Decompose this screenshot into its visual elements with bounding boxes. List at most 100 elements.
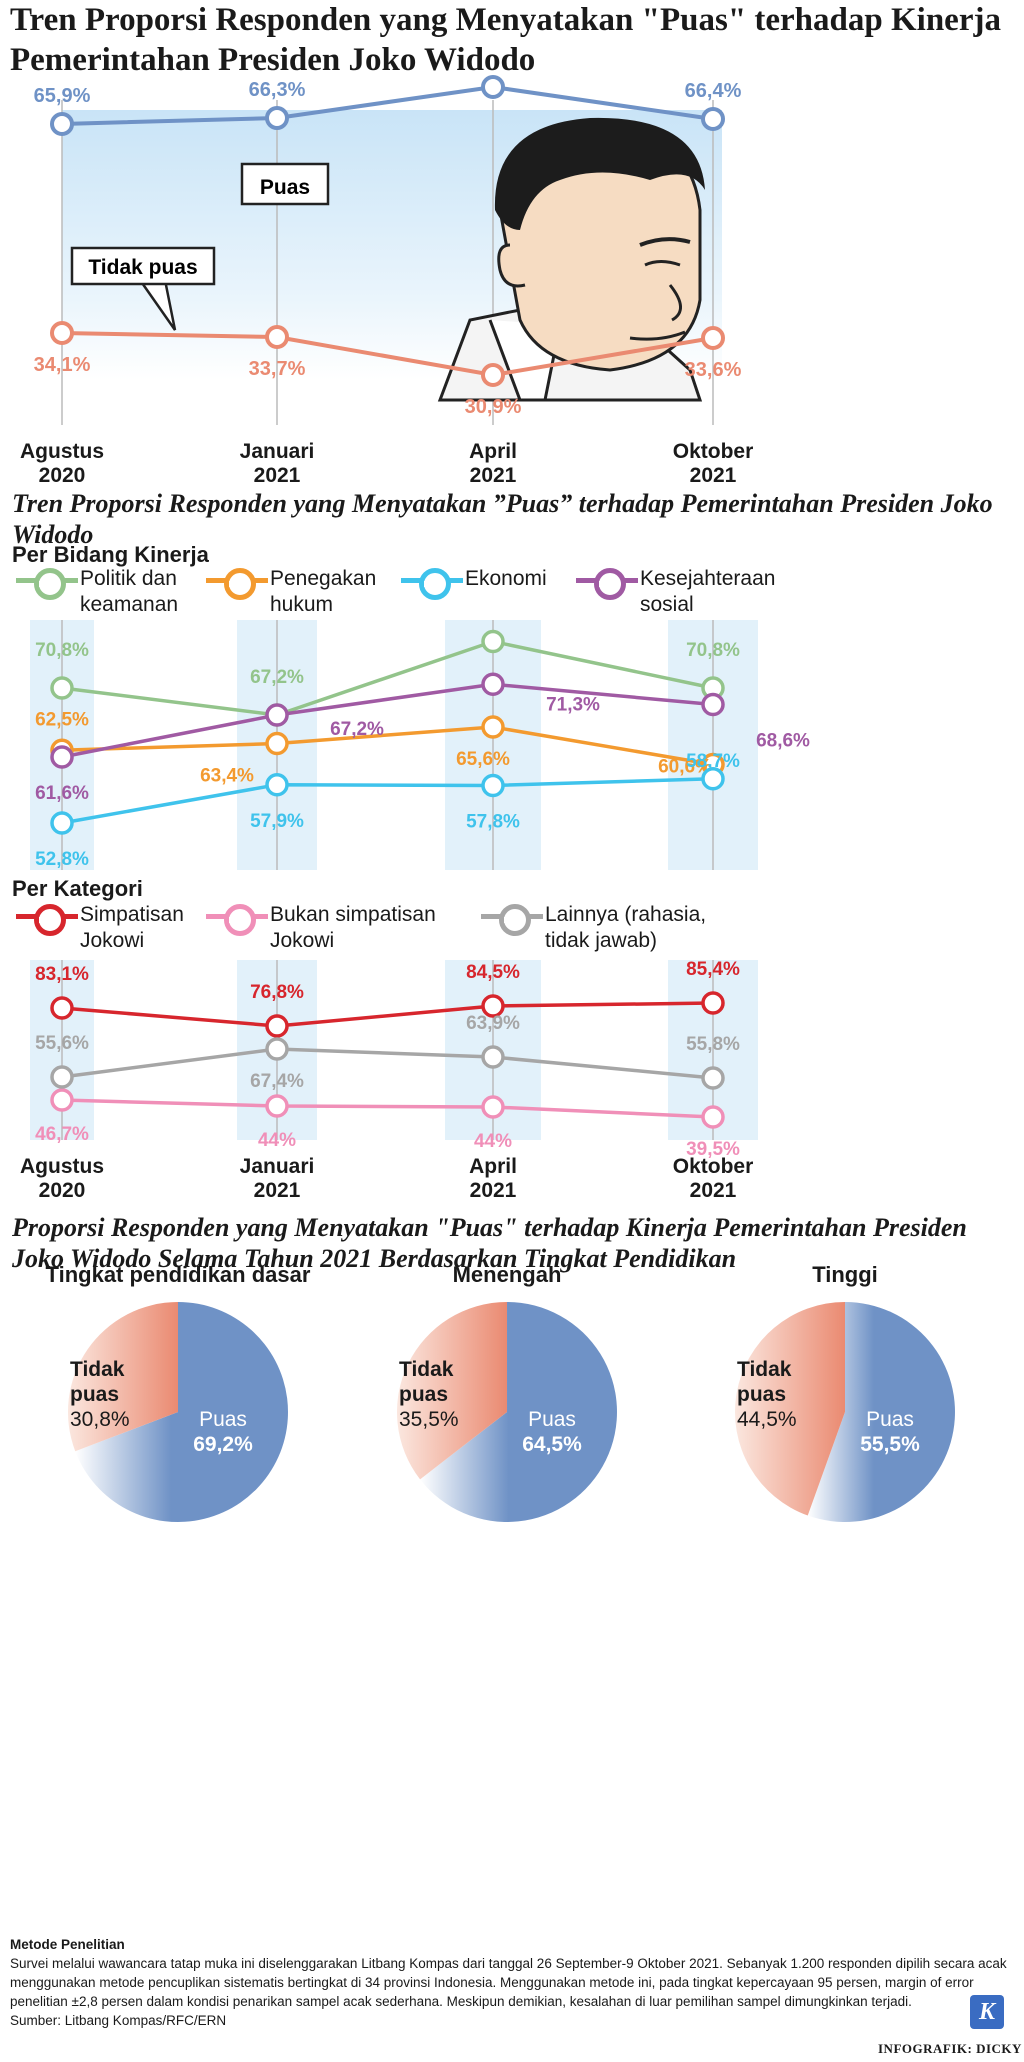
point-kesejahteraan-sosial-2 [481, 672, 505, 696]
data-label-bukan-simpatisan-jokowi-2: 44% [474, 1131, 512, 1152]
data-label-kesejahteraan-sosial-1: 67,2% [330, 719, 384, 740]
pie-label-tidak-puas-2: Tidak puas 44,5% [737, 1357, 797, 1432]
pie-label-puas-1: Puas 64,5% [507, 1407, 597, 1457]
slice-name: Tidak puas [737, 1358, 792, 1406]
infographic-credit: INFOGRAFIK: DICKY [878, 2041, 1022, 2056]
x-tick-label-3: Oktober [673, 440, 754, 463]
data-label-simpatisan-jokowi-0: 83,1% [35, 964, 89, 985]
chart-puas-trend: Puas Tidak puas 65,9%66,3%69,1%66,4%34,1… [20, 75, 754, 487]
x-tick-label-0: Agustus [20, 440, 104, 463]
data-label-simpatisan-jokowi-2: 84,5% [466, 962, 520, 983]
point-politik-dan-keamanan-0 [50, 676, 74, 700]
method-source: Sumber: Litbang Kompas/RFC/ERN [10, 2013, 227, 2028]
slice-value: 64,5% [522, 1433, 582, 1456]
point-politik-dan-keamanan-2 [481, 629, 505, 654]
data-label-bukan-simpatisan-jokowi-0: 46,7% [35, 1124, 89, 1145]
data-label-penegakan-hukum-2: 65,6% [456, 749, 510, 770]
slice-name: Puas [866, 1408, 914, 1431]
data-label-tidak-puas-1: 33,7% [249, 358, 306, 380]
x-tick-label-2: 2021 [470, 464, 517, 487]
point-simpatisan-jokowi-3 [701, 991, 725, 1015]
legend-marker [499, 904, 531, 936]
point-tidak-puas-3 [701, 326, 725, 350]
legend-label: Kesejahteraan sosial [640, 567, 776, 616]
pie-label-puas-2: Puas 55,5% [845, 1407, 935, 1457]
data-label-politik-dan-keamanan-3: 70,8% [686, 640, 740, 661]
data-label-penegakan-hukum-3: 60,6% [658, 757, 712, 778]
slice-value: 30,8% [70, 1408, 130, 1431]
section3-title: Proporsi Responden yang Menyatakan "Puas… [12, 1213, 967, 1273]
point-ekonomi-2 [481, 773, 505, 798]
method-body: Survei melalui wawancara tatap muka ini … [10, 1956, 1007, 2009]
legend-label: Bukan simpatisan Jokowi [270, 903, 436, 952]
slice-value: 35,5% [399, 1408, 459, 1431]
point-bukan-simpatisan-jokowi-2 [481, 1095, 505, 1119]
pie-slice-puas [75, 1302, 288, 1522]
point-penegakan-hukum-1 [265, 731, 289, 756]
point-puas-2 [481, 75, 505, 99]
data-label-puas-0: 65,9% [34, 85, 91, 107]
x-tick-label-3: 2021 [690, 464, 737, 487]
x-tick-label-1: Januari [240, 1155, 315, 1178]
bidang-legend: Politik dan keamanan Penegakan hukum Ekono… [16, 566, 1010, 626]
pie-label-puas-0: Puas 69,2% [178, 1407, 268, 1457]
slice-value: 44,5% [737, 1408, 797, 1431]
series-line-puas [61, 84, 714, 126]
pie-chart-1 [396, 1302, 617, 1522]
point-simpatisan-jokowi-0 [50, 996, 74, 1020]
x-tick-label-1: Januari [240, 440, 315, 463]
x-tick-label-2: April [469, 1155, 517, 1178]
x-tick-label-3: Oktober [673, 1155, 754, 1178]
data-label-lainnya-rahasia-tidak-jawab-0: 55,6% [35, 1033, 89, 1054]
pie-slice-puas [420, 1302, 617, 1522]
point-simpatisan-jokowi-1 [265, 1014, 289, 1038]
point-kesejahteraan-sosial-0 [50, 745, 74, 769]
pie-label-tidak-puas-0: Tidak puas 30,8% [70, 1357, 130, 1432]
pie-title-0: Tingkat pendidikan dasar [45, 1262, 311, 1287]
point-kesejahteraan-sosial-1 [265, 703, 289, 727]
point-lainnya-rahasia-tidak-jawab-2 [481, 1045, 505, 1069]
callout-tidak-puas: Tidak puas [70, 246, 216, 331]
legend-marker [224, 568, 256, 600]
x-tick-label-0: Agustus [20, 1155, 104, 1178]
data-label-politik-dan-keamanan-0: 70,8% [35, 640, 89, 661]
point-penegakan-hukum-2 [481, 715, 505, 739]
series-line-kesejahteraan-sosial [61, 682, 714, 759]
legend-label: Politik dan keamanan [80, 567, 179, 616]
slice-name: Tidak puas [399, 1358, 454, 1406]
data-label-politik-dan-keamanan-1: 67,2% [250, 667, 304, 688]
point-tidak-puas-2 [481, 363, 505, 387]
series-line-tidak-puas [61, 331, 714, 378]
slice-name: Puas [199, 1408, 247, 1431]
bidang-subtitle: Per Bidang Kinerja [12, 542, 209, 567]
series-line-politik-dan-keamanan [61, 639, 714, 717]
pie-title-2: Tinggi [812, 1262, 878, 1287]
data-label-lainnya-rahasia-tidak-jawab-2: 63,9% [466, 1013, 520, 1034]
data-label-simpatisan-jokowi-1: 76,8% [250, 982, 304, 1003]
x-tick-label-0: 2020 [39, 1179, 86, 1202]
data-label-kesejahteraan-sosial-2: 71,3% [546, 694, 600, 715]
data-label-tidak-puas-3: 33,6% [685, 359, 742, 381]
point-bukan-simpatisan-jokowi-1 [265, 1094, 289, 1118]
pie-label-tidak-puas-1: Tidak puas 35,5% [399, 1357, 459, 1432]
data-label-penegakan-hukum-0: 62,5% [35, 709, 89, 730]
kategori-subtitle: Per Kategori [12, 876, 143, 901]
slice-name: Puas [528, 1408, 576, 1431]
point-kesejahteraan-sosial-3 [701, 692, 725, 717]
chart-kategori: 83,1% 76,8% 84,5% 85,4% 46,7% 44% 44% 39,5% 55,6… [20, 960, 758, 1202]
pie-slice-tidak-puas [396, 1302, 507, 1480]
legend-marker [594, 568, 626, 600]
point-bukan-simpatisan-jokowi-3 [701, 1105, 725, 1129]
data-label-kesejahteraan-sosial-0: 61,6% [35, 783, 89, 804]
kompas-logo: K [970, 1995, 1004, 2029]
point-lainnya-rahasia-tidak-jawab-0 [50, 1065, 74, 1089]
series-line-lainnya-rahasia-tidak-jawab [61, 1047, 714, 1080]
x-tick-label-3: 2021 [690, 1179, 737, 1202]
x-tick-label-2: 2021 [470, 1179, 517, 1202]
pie-charts: Tingkat pendidikan dasar Tidak puas 30,8% P… [0, 1262, 1024, 1522]
data-label-tidak-puas-0: 34,1% [34, 354, 91, 376]
method-block: Metode Penelitian Survei melalui wawanca… [10, 1935, 1010, 2030]
series-line-bukan-simpatisan-jokowi [61, 1098, 714, 1119]
data-label-bukan-simpatisan-jokowi-3: 39,5% [686, 1139, 740, 1160]
pie-chart-0 [67, 1302, 288, 1522]
